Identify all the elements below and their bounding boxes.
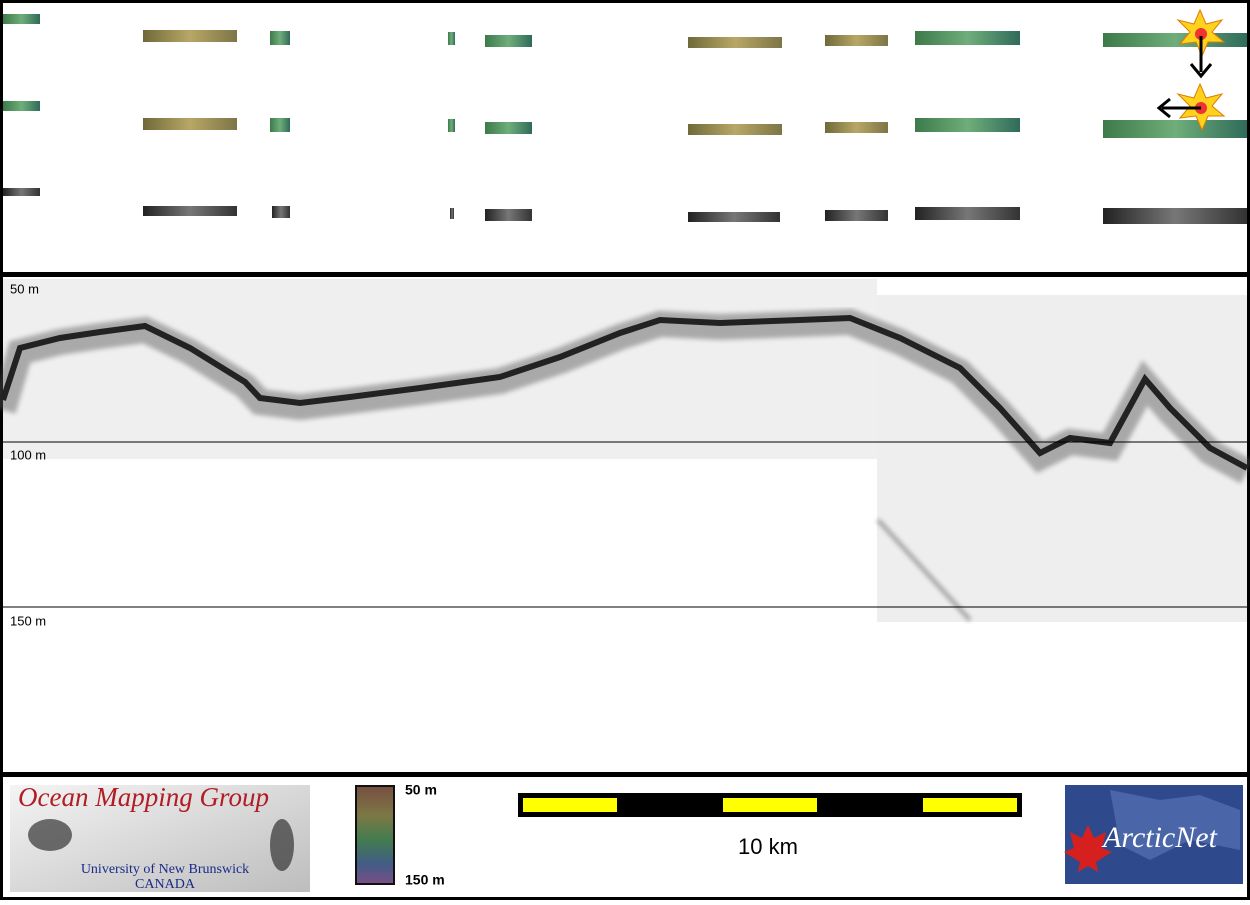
strip [825, 210, 888, 221]
scale-label: 10 km [738, 834, 798, 859]
position-marker [1156, 8, 1226, 132]
swath-strips [3, 8, 1247, 224]
strip [270, 31, 290, 45]
strip [485, 122, 532, 134]
logo-image [270, 819, 294, 871]
logo-title: Ocean Mapping Group [18, 782, 269, 812]
logo-text: CANADA [135, 877, 196, 892]
depth-label: 150 m [10, 613, 46, 628]
seabed-scatter [0, 308, 1250, 484]
strip [485, 35, 532, 47]
depth-label: 50 m [10, 281, 39, 296]
strip [1103, 33, 1247, 47]
strip [915, 31, 1020, 45]
strip [915, 118, 1020, 132]
logo-map [1110, 790, 1240, 860]
strip [448, 119, 455, 132]
strip [485, 209, 532, 221]
strip [825, 35, 888, 46]
scale-segment [923, 798, 1017, 812]
strip [143, 30, 237, 42]
logo-title: ArcticNet [1101, 821, 1218, 854]
seabed-profile [0, 314, 1249, 471]
echo-trace [876, 518, 972, 622]
strip [143, 118, 237, 130]
strip [3, 14, 40, 24]
colorbar-ramp [357, 787, 393, 883]
divider [0, 772, 1250, 777]
strip [688, 212, 780, 222]
colorbar-label: 150 m [405, 872, 445, 888]
strip [1103, 208, 1247, 224]
strip [270, 118, 290, 132]
logo-image [28, 819, 72, 851]
strip [3, 188, 40, 196]
strip [3, 101, 40, 111]
strip [143, 206, 237, 216]
strip [688, 37, 782, 48]
scale-segment [723, 798, 817, 812]
echo-block [3, 279, 877, 459]
strip [448, 32, 455, 45]
scale-segment [523, 798, 617, 812]
scale-bar: 10 km [518, 793, 1022, 859]
echogram: 50 m 100 m 150 m [0, 279, 1250, 628]
colorbar: 50 m 150 m [355, 782, 445, 888]
strip [1103, 120, 1247, 138]
depth-label: 100 m [10, 447, 46, 462]
divider [0, 272, 1250, 277]
strip [272, 206, 290, 218]
strip [915, 207, 1020, 220]
colorbar-label: 50 m [405, 782, 437, 798]
arcticnet-logo: ArcticNet [1064, 785, 1243, 884]
strip [688, 124, 782, 135]
logo-text: University of New Brunswick [81, 862, 249, 877]
strip [450, 208, 454, 219]
maple-leaf [1064, 825, 1112, 872]
strip [825, 122, 888, 133]
omg-logo: Ocean Mapping Group University of New Br… [10, 782, 310, 892]
